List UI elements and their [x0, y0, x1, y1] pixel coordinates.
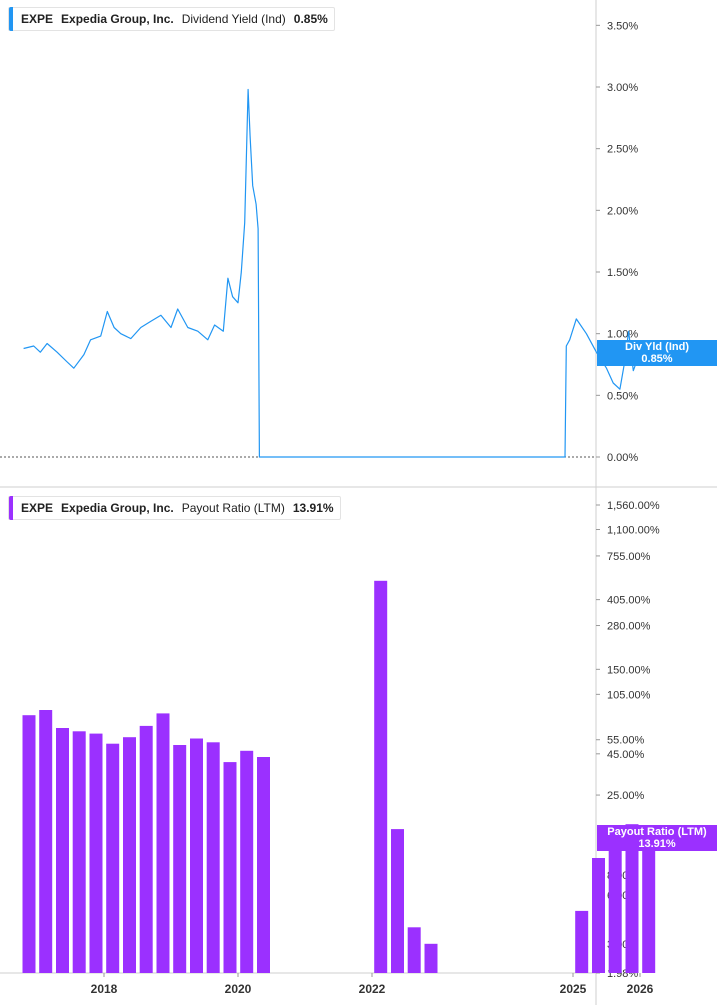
y-tick-label: 150.00%: [607, 664, 651, 676]
payout-bar: [240, 750, 254, 973]
y-tick-label: 2.50%: [607, 144, 638, 156]
payout-bar: [56, 728, 69, 973]
payout-bar: [106, 743, 120, 973]
legend-metric: Dividend Yield (Ind): [181, 12, 286, 26]
payout-bar: [173, 745, 187, 973]
legend-value: 13.91%: [292, 501, 334, 515]
payout-bar: [592, 858, 605, 973]
legend-metric: Payout Ratio (LTM): [181, 501, 285, 515]
y-tick-label: 55.00%: [607, 735, 645, 747]
payout-bar: [39, 710, 53, 973]
y-tick-label: 1.50%: [607, 267, 638, 279]
y-tick-label: 0.50%: [607, 390, 638, 402]
x-tick-label: 2022: [359, 982, 386, 996]
payout-bar: [22, 715, 36, 973]
bottom-legend[interactable]: EXPE Expedia Group, Inc. Payout Ratio (L…: [8, 496, 341, 520]
y-tick-label: 105.00%: [607, 689, 651, 701]
x-tick-label: 2020: [225, 982, 252, 996]
y-tick-label: 45.00%: [607, 749, 645, 761]
tag-line-1: Payout Ratio (LTM): [607, 826, 707, 838]
yield-swatch: [9, 7, 13, 31]
payout-bar: [223, 762, 237, 973]
legend-ticker: EXPE: [21, 12, 54, 26]
payout-bar: [391, 829, 404, 973]
y-tick-label: 25.00%: [607, 790, 645, 802]
payout-value-tag: Payout Ratio (LTM) 13.91%: [597, 825, 717, 851]
payout-bar: [642, 834, 656, 973]
y-tick-label: 1,100.00%: [607, 525, 660, 537]
y-tick-label: 2.00%: [607, 205, 638, 217]
tag-line-2: 13.91%: [638, 838, 676, 850]
payout-swatch: [9, 496, 13, 520]
payout-bar: [156, 713, 170, 973]
payout-bar: [206, 742, 220, 973]
payout-bar: [625, 824, 639, 973]
tag-line-1: Div Yld (Ind): [625, 341, 689, 353]
x-tick-label: 2025: [560, 982, 587, 996]
payout-bar: [123, 737, 136, 973]
yield-value-tag: Div Yld (Ind) 0.85%: [597, 340, 717, 366]
y-tick-label: 755.00%: [607, 551, 651, 563]
tag-line-2: 0.85%: [641, 353, 673, 365]
payout-bar: [72, 731, 86, 973]
legend-company: Expedia Group, Inc.: [61, 501, 174, 515]
payout-bar: [139, 725, 153, 973]
payout-bar: [608, 845, 622, 973]
payout-bar: [424, 943, 438, 973]
x-tick-label: 2018: [91, 982, 118, 996]
legend-value: 0.85%: [293, 12, 328, 26]
y-tick-label: 3.00%: [607, 82, 638, 94]
y-tick-label: 3.50%: [607, 20, 638, 32]
payout-bar: [374, 580, 388, 973]
payout-bar: [89, 733, 103, 973]
payout-bar: [407, 927, 421, 973]
legend-ticker: EXPE: [21, 501, 54, 515]
y-tick-label: 280.00%: [607, 621, 651, 633]
y-tick-label: 1.00%: [607, 329, 638, 341]
x-tick-label: 2026: [627, 982, 654, 996]
dividend-yield-line: [23, 88, 644, 458]
y-tick-label: 0.00%: [607, 452, 638, 464]
payout-bar: [190, 738, 203, 973]
y-tick-label: 405.00%: [607, 595, 651, 607]
legend-company: Expedia Group, Inc.: [61, 12, 174, 26]
payout-bar: [575, 910, 589, 973]
payout-bar: [257, 757, 270, 973]
top-legend[interactable]: EXPE Expedia Group, Inc. Dividend Yield …: [8, 7, 335, 31]
y-tick-label: 1,560.00%: [607, 500, 660, 512]
